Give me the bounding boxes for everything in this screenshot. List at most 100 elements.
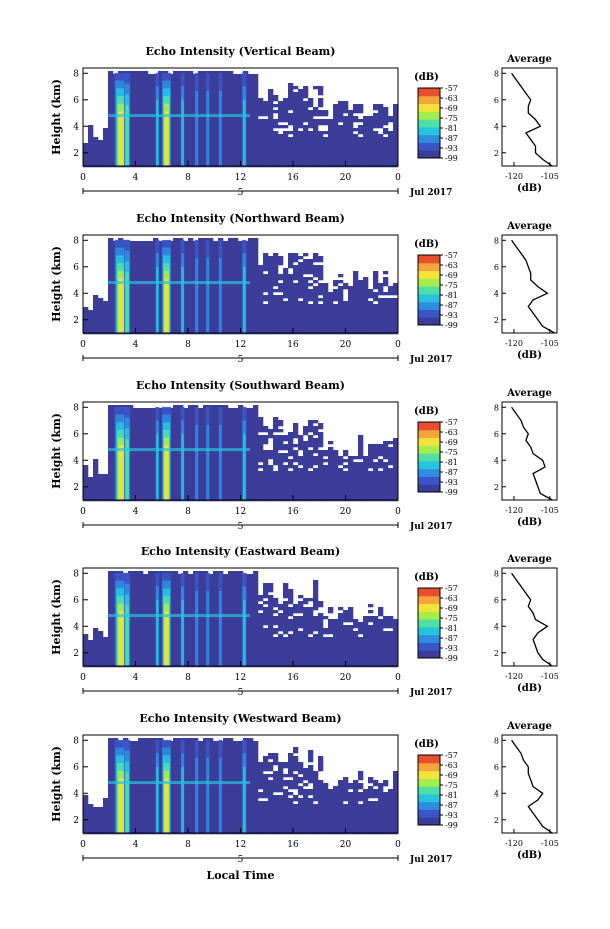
heatmap-cell [93, 137, 99, 141]
heatmap-cell [378, 477, 384, 481]
heatmap-cell [328, 310, 334, 314]
heatmap-cell [393, 161, 399, 165]
heatmap-cell [293, 486, 299, 490]
heatmap-cell [138, 250, 144, 254]
heatmap-cell [238, 146, 244, 150]
heatmap-cell [263, 325, 269, 329]
heatmap-cell [238, 414, 244, 418]
heatmap-cell [233, 322, 239, 326]
heatmap-cell [278, 158, 284, 162]
heatmap-cell [393, 459, 399, 463]
heatmap-cell [293, 92, 299, 96]
heatmap-cell [158, 244, 164, 248]
colorbar-swatch [418, 301, 440, 310]
heatmap-cell [358, 149, 364, 153]
echo-streak [195, 90, 199, 166]
heatmap-cell [323, 450, 329, 454]
heatmap-cell [143, 408, 149, 412]
heatmap-cell [143, 480, 149, 484]
heatmap-cell [338, 292, 344, 296]
heatmap-cell [203, 149, 209, 153]
heatmap-cell [283, 116, 289, 120]
heatmap-cell [108, 310, 114, 314]
heatmap-cell [173, 286, 179, 290]
heatmap-cell [213, 426, 219, 430]
heatmap-cell [238, 438, 244, 442]
heatmap-cell [268, 277, 274, 281]
heatmap-cell [253, 435, 259, 439]
heatmap-cell [213, 71, 219, 75]
heatmap-cell [313, 474, 319, 478]
heatmap-cell [158, 411, 164, 415]
heatmap-cell [273, 283, 279, 287]
heatmap-cell [238, 86, 244, 90]
heatmap-cell [133, 426, 139, 430]
heatmap-cell [88, 155, 94, 159]
heatmap-cell [233, 143, 239, 147]
heatmap-cell [338, 459, 344, 463]
heatmap-cell [143, 122, 149, 126]
heatmap-cell [93, 149, 99, 153]
heatmap-cell [393, 113, 399, 117]
heatmap-cell [238, 140, 244, 144]
profile-y-tick-label: 8 [494, 403, 499, 412]
heatmap-cell [373, 277, 379, 281]
heatmap-cell [258, 423, 264, 427]
heatmap-cell [263, 259, 269, 263]
heatmap-cell [258, 143, 264, 147]
heatmap-cell [183, 307, 189, 311]
heatmap-cell [368, 310, 374, 314]
heatmap-cell [368, 316, 374, 320]
heatmap-cell [228, 483, 234, 487]
colorbar-swatch [418, 278, 440, 287]
heatmap-cell [298, 95, 304, 99]
heatmap-cell [383, 152, 389, 156]
heatmap-cell [173, 122, 179, 126]
heatmap-cell [228, 253, 234, 257]
heatmap-cell [143, 414, 149, 418]
heatmap-cell [198, 143, 204, 147]
heatmap-cell [158, 417, 164, 421]
heatmap-cell [233, 116, 239, 120]
heatmap-cell [173, 435, 179, 439]
heatmap-cell [283, 316, 289, 320]
heatmap-cell [158, 325, 164, 329]
y-axis-label: Height (km) [50, 246, 63, 322]
heatmap-cell [303, 328, 309, 332]
heatmap-cell [158, 89, 164, 93]
heatmap-cell [338, 492, 344, 496]
heatmap-cell [133, 268, 139, 272]
heatmap-cell [388, 322, 394, 326]
heatmap-cell [308, 125, 314, 129]
heatmap-cell [203, 483, 209, 487]
heatmap-cell [108, 95, 114, 99]
heatmap-cell [393, 128, 399, 132]
heatmap-cell [173, 149, 179, 153]
heatmap-cell [128, 289, 134, 293]
heatmap-cell [188, 313, 194, 317]
heatmap-cell [348, 289, 354, 293]
heatmap-cell [143, 92, 149, 96]
heatmap-cell [373, 474, 379, 478]
colorbar-tick-label: -87 [445, 134, 458, 143]
heatmap-cell [208, 432, 214, 436]
heatmap-cell [313, 152, 319, 156]
heatmap-cell [328, 119, 334, 123]
heatmap-cell [313, 322, 319, 326]
heatmap-cell [238, 107, 244, 111]
heatmap-cell [203, 265, 209, 269]
heatmap-cell [298, 274, 304, 278]
heatmap-cell [283, 155, 289, 159]
heatmap-cell [223, 98, 229, 102]
heatmap-cell [133, 253, 139, 257]
heatmap-cell [138, 471, 144, 475]
heatmap-cell [128, 474, 134, 478]
heatmap-cell [248, 158, 254, 162]
heatmap-cell [188, 471, 194, 475]
heatmap-cell [208, 456, 214, 460]
heatmap-cell [108, 307, 114, 311]
heatmap-cell [313, 268, 319, 272]
heatmap-cell [198, 423, 204, 427]
heatmap-cell [133, 92, 139, 96]
heatmap-cell [378, 316, 384, 320]
